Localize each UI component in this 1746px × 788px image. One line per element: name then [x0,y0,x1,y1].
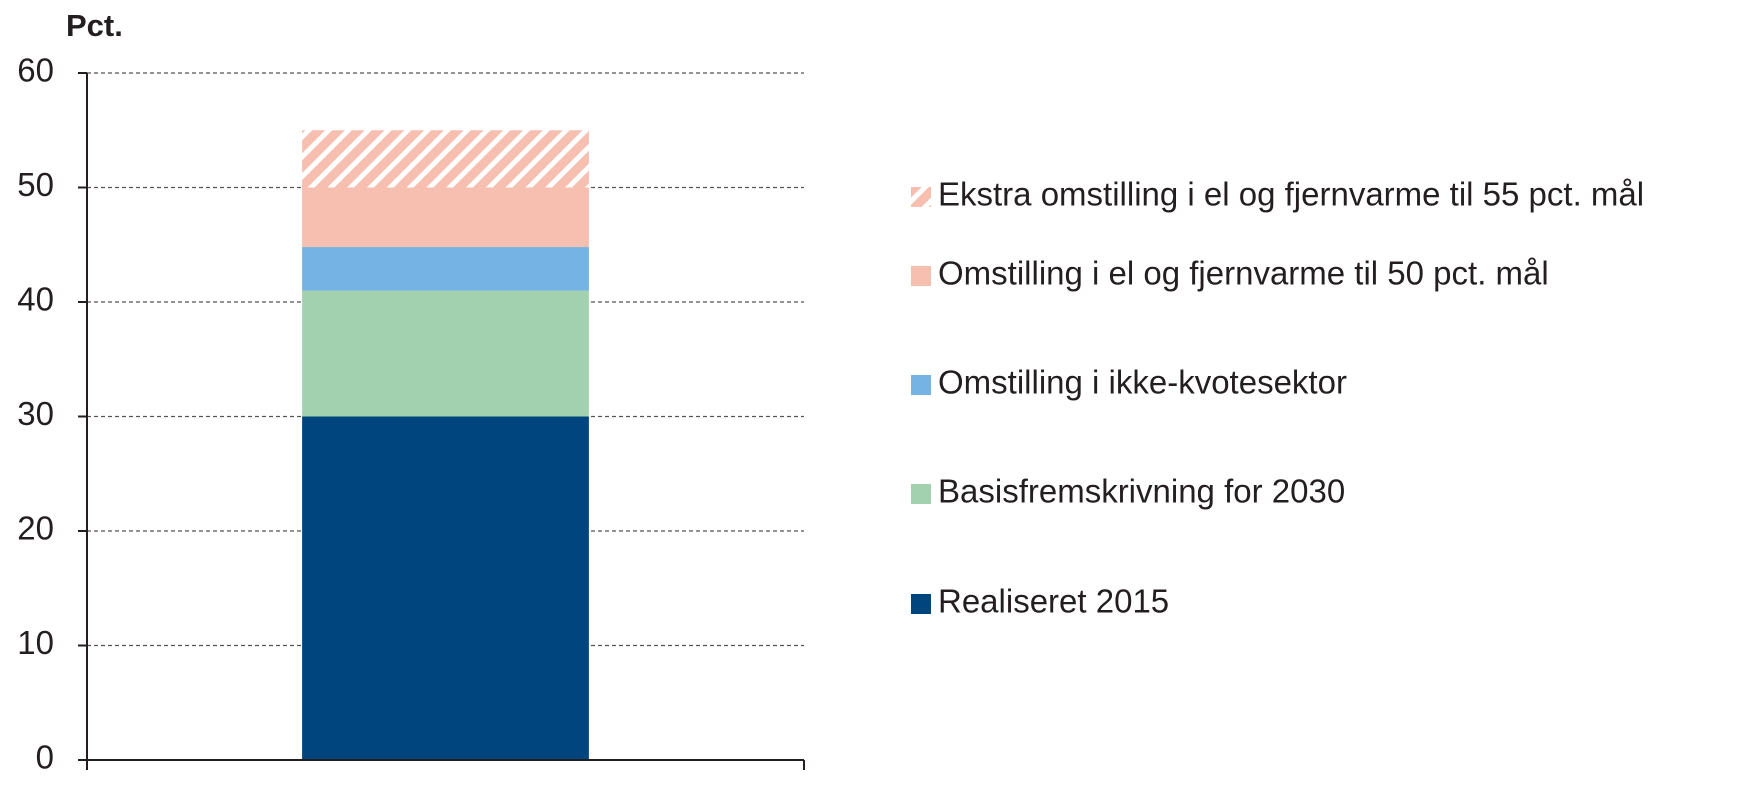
legend-label: Omstilling i el og fjernvarme til 50 pct… [938,255,1549,292]
legend-label: Omstilling i ikke-kvotesektor [938,364,1347,401]
y-tick-label: 30 [17,395,54,432]
bar-segment [302,130,589,188]
bar-segment [302,187,589,248]
y-tick-label: 50 [17,166,54,203]
bar-segment [302,416,589,760]
legend-swatch [911,484,931,504]
legend-label: Realiseret 2015 [938,583,1169,620]
legend-swatch [911,187,931,207]
y-tick-label: 40 [17,281,54,318]
y-tick-label: 20 [17,510,54,547]
bar-segment [302,290,589,417]
y-tick-label: 10 [17,624,54,661]
y-tick-label: 60 [17,52,54,89]
y-tick-label: 0 [36,739,54,776]
legend-swatch [911,266,931,286]
y-axis-label: Pct. [66,8,123,43]
bar-segment [302,247,589,291]
legend-swatch [911,375,931,395]
legend-label: Ekstra omstilling i el og fjernvarme til… [938,176,1644,213]
legend-swatch [911,594,931,614]
legend-label: Basisfremskrivning for 2030 [938,473,1345,510]
